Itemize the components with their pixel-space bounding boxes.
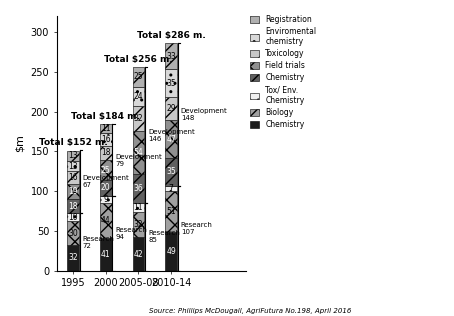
- Text: 32: 32: [69, 253, 78, 263]
- Text: 54: 54: [133, 149, 143, 157]
- Text: 11: 11: [101, 124, 110, 133]
- Text: Research
85: Research 85: [148, 230, 180, 243]
- Text: Total $184 m.: Total $184 m.: [71, 112, 140, 121]
- Bar: [100, 180, 112, 196]
- Bar: [133, 212, 144, 237]
- Text: Development
79: Development 79: [115, 154, 162, 167]
- Text: 18: 18: [101, 149, 110, 157]
- Bar: [165, 70, 177, 97]
- Text: 51: 51: [166, 207, 176, 216]
- Text: Total $286 m.: Total $286 m.: [137, 31, 206, 40]
- Text: 7: 7: [169, 184, 173, 193]
- Bar: [133, 203, 144, 212]
- Text: 13: 13: [69, 161, 78, 171]
- Bar: [100, 133, 112, 146]
- Bar: [133, 131, 144, 174]
- Text: 20: 20: [101, 184, 111, 192]
- Text: Source: Phillips McDougall, AgriFutura No.198, April 2016: Source: Phillips McDougall, AgriFutura N…: [148, 308, 351, 314]
- Text: 33: 33: [166, 52, 176, 61]
- Text: 29: 29: [166, 104, 176, 113]
- Bar: [165, 97, 177, 120]
- Text: 41: 41: [101, 250, 111, 259]
- Text: 47: 47: [166, 135, 176, 143]
- Bar: [133, 174, 144, 203]
- Bar: [165, 43, 177, 70]
- Text: Research
107: Research 107: [181, 222, 212, 235]
- Text: Total $256 m.: Total $256 m.: [104, 55, 173, 64]
- Text: 25: 25: [133, 72, 143, 82]
- Text: Development
67: Development 67: [83, 175, 129, 188]
- Bar: [100, 160, 112, 180]
- Text: 19: 19: [69, 187, 78, 196]
- Bar: [68, 199, 79, 213]
- Text: 16: 16: [69, 173, 78, 182]
- Text: 36: 36: [133, 184, 143, 193]
- Text: 11: 11: [133, 203, 143, 212]
- Bar: [68, 245, 79, 271]
- Text: 18: 18: [69, 202, 78, 211]
- Text: 13: 13: [69, 151, 78, 160]
- Y-axis label: $m: $m: [15, 134, 25, 152]
- Text: 25: 25: [101, 166, 111, 174]
- Bar: [68, 161, 79, 171]
- Text: Research
72: Research 72: [83, 235, 115, 249]
- Bar: [133, 87, 144, 106]
- Text: 32: 32: [133, 114, 143, 123]
- Text: 10: 10: [69, 213, 78, 222]
- Bar: [68, 213, 79, 222]
- Bar: [165, 185, 177, 191]
- Bar: [133, 106, 144, 131]
- Text: 35: 35: [166, 167, 176, 176]
- Bar: [68, 222, 79, 245]
- Text: Development
146: Development 146: [148, 129, 195, 142]
- Text: 35: 35: [166, 79, 176, 88]
- Bar: [100, 124, 112, 133]
- Bar: [133, 67, 144, 87]
- Text: Total $152 m.: Total $152 m.: [39, 137, 108, 147]
- Bar: [100, 146, 112, 160]
- Bar: [100, 238, 112, 271]
- Bar: [68, 184, 79, 199]
- Text: Development
148: Development 148: [181, 108, 227, 121]
- Text: 24: 24: [133, 92, 143, 101]
- Bar: [165, 191, 177, 232]
- Text: 32: 32: [133, 220, 143, 229]
- Text: 9: 9: [104, 195, 108, 204]
- Bar: [68, 150, 79, 161]
- Text: 49: 49: [166, 247, 176, 256]
- Bar: [100, 196, 112, 203]
- Text: Research
94: Research 94: [115, 227, 147, 240]
- Text: 30: 30: [68, 229, 78, 238]
- Bar: [133, 237, 144, 271]
- Bar: [165, 232, 177, 271]
- Legend: Registration, Enviromental
chemistry, Toxicology, Field trials, Chemistry, Tox/ : Registration, Enviromental chemistry, To…: [250, 15, 316, 129]
- Bar: [165, 158, 177, 185]
- Bar: [165, 120, 177, 158]
- Bar: [68, 171, 79, 184]
- Bar: [100, 203, 112, 238]
- Text: 16: 16: [101, 135, 111, 144]
- Text: 44: 44: [101, 216, 111, 225]
- Text: 42: 42: [133, 250, 143, 258]
